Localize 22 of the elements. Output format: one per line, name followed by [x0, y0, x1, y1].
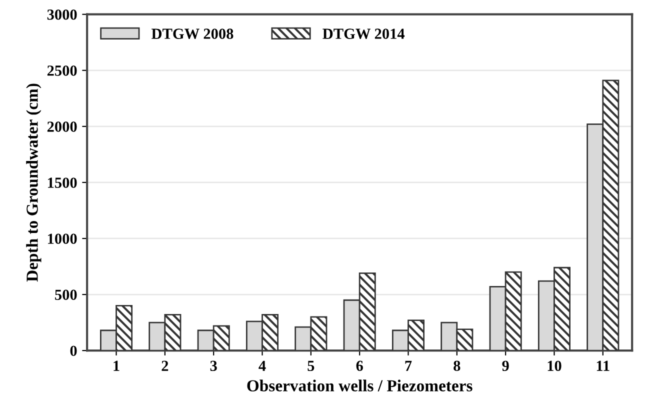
legend-label: DTGW 2014 [322, 28, 405, 40]
x-tick-label: 11 [596, 360, 610, 371]
x-tick-label: 4 [258, 360, 266, 371]
x-tick-label: 3 [210, 360, 217, 372]
x-tick-label: 1 [114, 360, 120, 371]
x-tick-label: 5 [308, 360, 314, 372]
x-tick-label: 6 [356, 360, 363, 372]
y-axis-title: Depth to Groundwater (cm) [26, 84, 42, 282]
x-tick-label: 9 [502, 360, 509, 372]
x-tick-label: 10 [548, 360, 562, 372]
y-tick-label: 2000 [47, 122, 77, 132]
x-tick-label: 7 [405, 360, 412, 371]
x-tick-label: 2 [162, 360, 168, 371]
legend-label: DTGW 2008 [152, 28, 234, 40]
y-tick-label: 2500 [47, 66, 77, 76]
x-tick-label: 8 [454, 360, 460, 372]
y-tick-label: 3000 [47, 9, 77, 20]
y-tick-label: 500 [55, 290, 77, 300]
x-axis-title: Observation wells / Piezometers [247, 380, 472, 392]
y-tick-label: 0 [70, 346, 77, 356]
y-tick-label: 1500 [48, 178, 77, 188]
y-tick-label: 1000 [48, 234, 77, 244]
